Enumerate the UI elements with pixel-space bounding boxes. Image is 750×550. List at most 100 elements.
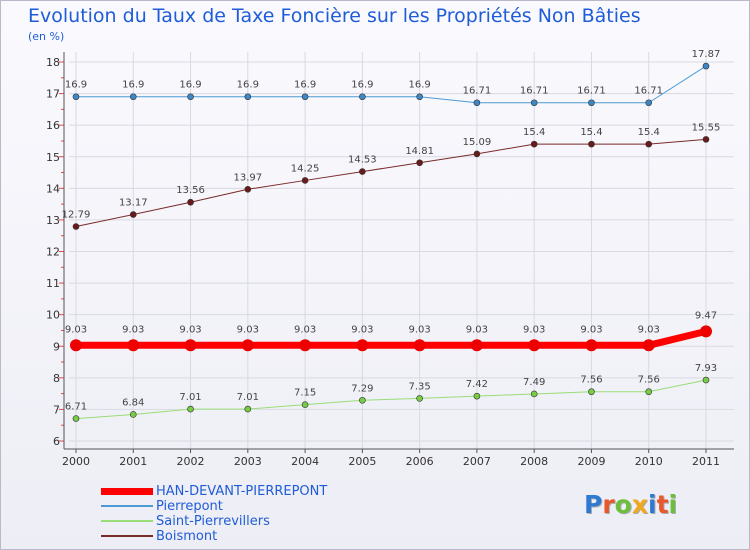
- legend-label: Boismont: [156, 529, 218, 544]
- data-label: 15.09: [463, 137, 492, 148]
- legend-swatch: [101, 520, 153, 522]
- x-tick-label: 2003: [234, 455, 262, 468]
- data-label: 16.9: [122, 80, 144, 91]
- data-point: [702, 376, 710, 384]
- data-label: 17.87: [692, 49, 721, 60]
- data-point: [642, 339, 655, 352]
- data-point: [530, 99, 538, 107]
- series-line: [75, 138, 707, 228]
- data-point: [129, 411, 137, 418]
- y-tick-label: 10: [46, 309, 60, 322]
- proxiti-logo: Proxiti: [584, 490, 678, 519]
- x-tick-label: 2011: [692, 455, 720, 468]
- data-point: [530, 390, 538, 398]
- data-point: [528, 339, 541, 352]
- data-point: [244, 185, 252, 193]
- data-label: 16.9: [179, 80, 201, 91]
- data-point: [530, 140, 538, 148]
- data-point: [588, 99, 595, 107]
- data-label: 9.03: [65, 324, 87, 335]
- legend-label: HAN-DEVANT-PIERREPONT: [156, 484, 328, 499]
- data-label: 7.42: [466, 379, 488, 390]
- data-point: [184, 339, 197, 352]
- data-point: [359, 168, 366, 175]
- data-label: 9.03: [351, 324, 373, 335]
- series-saint-pierrevillers: 6.71 6.84 7.01 7.01 7.15 7.29 7.35 7.42 7.49 7.56…: [65, 363, 717, 422]
- series-pierrepont: 16.9 16.9 16.9 16.9 16.9 16.9 16.9 16.71 16.71 16…: [65, 49, 721, 107]
- x-tick-label: 2002: [177, 455, 205, 468]
- data-point: [473, 99, 481, 107]
- x-tick-label: 2001: [119, 455, 147, 468]
- y-tick-label: 16: [46, 119, 60, 132]
- series-line: [76, 65, 707, 104]
- data-label: 9.03: [122, 324, 144, 335]
- data-label: 13.97: [233, 172, 262, 183]
- y-axis-unit: (en %): [28, 30, 65, 43]
- data-label: 16.9: [65, 80, 87, 91]
- chart-title: Evolution du Taux de Taxe Foncière sur l…: [28, 5, 641, 27]
- axes: 6 7 8 9 10 11 12 13 14 15 16 17 18 2000 2001 2002 2003 20…: [46, 52, 734, 468]
- y-tick-label: 14: [46, 182, 60, 195]
- x-tick-label: 2010: [635, 455, 663, 468]
- data-point: [187, 405, 194, 413]
- data-point: [299, 339, 312, 352]
- legend-swatch: [101, 505, 153, 507]
- data-point: [413, 339, 426, 352]
- x-tick-label: 2006: [406, 455, 434, 468]
- data-point: [301, 401, 309, 408]
- data-label: 7.56: [580, 375, 602, 386]
- data-label: 14.25: [291, 163, 320, 174]
- data-point: [301, 177, 309, 184]
- data-point: [585, 339, 598, 352]
- data-label: 16.71: [634, 86, 663, 97]
- data-label: 15.4: [580, 127, 602, 138]
- data-label: 7.01: [237, 392, 259, 403]
- data-point: [588, 140, 595, 148]
- data-label: 15.4: [523, 127, 545, 138]
- data-label: 9.03: [638, 324, 660, 335]
- data-label: 9.03: [294, 324, 316, 335]
- data-label: 9.03: [466, 324, 488, 335]
- data-point: [244, 93, 252, 101]
- data-point: [244, 405, 252, 413]
- series-boismont: 12.79 13.17 13.56 13.97 14.25 14.53 14.81 15.09…: [62, 122, 720, 230]
- data-label: 9.03: [409, 324, 431, 335]
- data-point: [470, 339, 483, 352]
- data-label: 16.9: [294, 80, 316, 91]
- data-point: [645, 99, 653, 107]
- data-label: 16.71: [520, 86, 549, 97]
- data-label: 16.9: [351, 80, 373, 91]
- legend-swatch: [101, 535, 153, 537]
- series-line: [76, 328, 707, 349]
- data-point: [301, 93, 309, 101]
- x-tick-label: 2007: [463, 455, 491, 468]
- legend-label: Pierrepont: [156, 499, 223, 514]
- data-label: 7.49: [523, 377, 545, 388]
- data-label: 15.4: [638, 127, 660, 138]
- data-point: [473, 150, 481, 158]
- data-label: 16.71: [577, 86, 606, 97]
- data-point: [359, 93, 366, 101]
- data-label: 9.03: [580, 324, 602, 335]
- grid: [69, 52, 734, 449]
- legend-swatch: [101, 488, 153, 495]
- data-label: 7.29: [351, 383, 373, 394]
- data-label: 7.01: [179, 392, 201, 403]
- series-line: [75, 379, 707, 420]
- data-label: 14.53: [348, 155, 377, 166]
- y-tick-label: 15: [46, 151, 60, 164]
- data-point: [702, 62, 710, 70]
- data-point: [72, 415, 80, 422]
- y-tick-label: 6: [53, 435, 60, 448]
- x-tick-label: 2000: [62, 455, 90, 468]
- y-tick-label: 8: [53, 372, 60, 385]
- data-point: [127, 339, 140, 352]
- data-label: 6.71: [65, 402, 87, 413]
- data-point: [129, 211, 137, 218]
- data-label: 7.35: [409, 381, 431, 392]
- y-tick-label: 17: [46, 88, 60, 101]
- data-label: 13.17: [119, 198, 148, 209]
- data-point: [700, 325, 712, 338]
